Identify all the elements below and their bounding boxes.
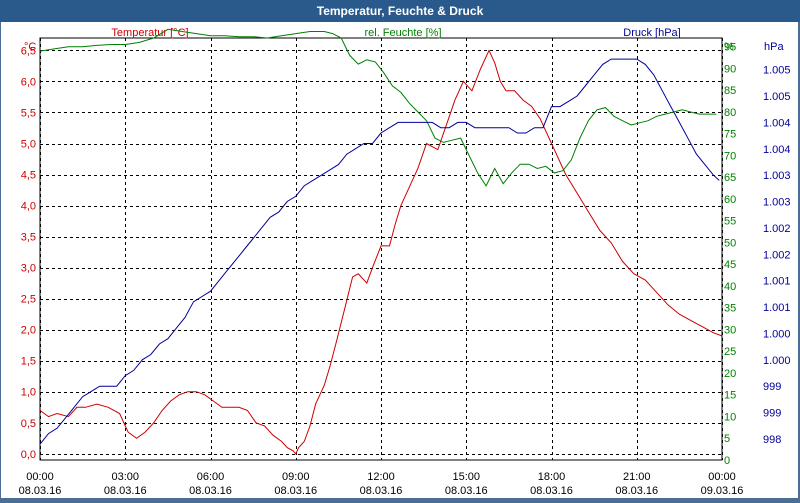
pressure-tick-label: 1.002 xyxy=(763,223,791,235)
pressure-tick-label: 1.005 xyxy=(763,91,791,103)
temperature-tick-label: 3,5 xyxy=(21,232,36,244)
pressure-tick-label: 1.001 xyxy=(763,276,791,288)
x-tick-date-label: 08.03.16 xyxy=(189,485,232,497)
humidity-tick-label: 70 xyxy=(724,150,736,162)
humidity-tick-label: 0 xyxy=(724,455,730,467)
humidity-tick-label: 95 xyxy=(724,42,736,54)
x-tick-time-label: 12:00 xyxy=(367,471,395,483)
humidity-tick-label: 40 xyxy=(724,281,736,293)
temperature-tick-label: 2,0 xyxy=(21,325,36,337)
humidity-tick-label: 5 xyxy=(724,433,730,445)
pressure-tick-label: 1.005 xyxy=(763,65,791,77)
pressure-tick-label: 1.000 xyxy=(763,355,791,367)
pressure-tick-label: 1.001 xyxy=(763,302,791,314)
temperature-unit-label: °C xyxy=(24,41,36,53)
temperature-tick-label: 6,0 xyxy=(21,76,36,88)
temperature-axis-title: Temperatur [°C] xyxy=(111,27,188,39)
pressure-tick-label: 1.003 xyxy=(763,170,791,182)
pressure-tick-label: 999 xyxy=(763,381,781,393)
humidity-tick-label: 30 xyxy=(724,324,736,336)
pressure-tick-label: 998 xyxy=(763,434,781,446)
pressure-axis-title: Druck [hPa] xyxy=(623,27,680,39)
temperature-tick-label: 2,5 xyxy=(21,294,36,306)
x-tick-date-label: 08.03.16 xyxy=(615,485,658,497)
x-tick-date-label: 08.03.16 xyxy=(19,485,62,497)
temperature-tick-label: 5,5 xyxy=(21,107,36,119)
humidity-axis-title: rel. Feuchte [%] xyxy=(364,27,441,39)
pressure-tick-label: 1.003 xyxy=(763,197,791,209)
humidity-tick-label: 80 xyxy=(724,107,736,119)
humidity-tick-label: 35 xyxy=(724,303,736,315)
humidity-tick-label: 90 xyxy=(724,63,736,75)
x-tick-date-label: 08.03.16 xyxy=(530,485,573,497)
temperature-tick-label: 4,5 xyxy=(21,170,36,182)
humidity-unit-label: % xyxy=(724,41,734,53)
pressure-line xyxy=(39,58,720,445)
x-tick-date-label: 08.03.16 xyxy=(360,485,403,497)
x-tick-time-label: 15:00 xyxy=(452,471,480,483)
x-tick-date-label: 08.03.16 xyxy=(274,485,317,497)
pressure-tick-label: 1.000 xyxy=(763,328,791,340)
x-tick-time-label: 21:00 xyxy=(623,471,651,483)
temperature-line xyxy=(39,49,723,455)
temperature-tick-label: 1,5 xyxy=(21,356,36,368)
humidity-tick-label: 45 xyxy=(724,259,736,271)
temperature-tick-label: 4,0 xyxy=(21,201,36,213)
temperature-tick-label: 0,0 xyxy=(21,449,36,461)
pressure-unit-label: hPa xyxy=(764,41,784,53)
humidity-tick-label: 65 xyxy=(724,172,736,184)
temperature-tick-label: 3,0 xyxy=(21,263,36,275)
chart-panel: 0,0 0,5 1,0 1,5 2,0 2,5 3,0 3,5 4,0 4,5 5,0 5,5 6,0 6… xyxy=(1,22,798,498)
humidity-tick-label: 60 xyxy=(724,194,736,206)
temperature-tick-label: 5,0 xyxy=(21,139,36,151)
window-title: Temperatur, Feuchte & Druck xyxy=(0,0,800,22)
x-tick-date-label: 09.03.16 xyxy=(701,485,744,497)
x-tick-time-label: 09:00 xyxy=(282,471,310,483)
chart-canvas: 0,0 0,5 1,0 1,5 2,0 2,5 3,0 3,5 4,0 4,5 5,0 5,5 6,0 6… xyxy=(19,27,791,497)
x-tick-time-label: 06:00 xyxy=(197,471,225,483)
pressure-tick-label: 1.002 xyxy=(763,249,791,261)
humidity-tick-label: 85 xyxy=(724,85,736,97)
temperature-tick-label: 1,0 xyxy=(21,387,36,399)
humidity-tick-label: 25 xyxy=(724,346,736,358)
humidity-tick-label: 50 xyxy=(724,237,736,249)
x-tick-date-label: 08.03.16 xyxy=(104,485,147,497)
humidity-tick-label: 15 xyxy=(724,390,736,402)
pressure-tick-label: 999 xyxy=(763,408,781,420)
x-tick-time-label: 18:00 xyxy=(538,471,566,483)
temperature-tick-label: 6,5 xyxy=(21,45,36,57)
x-tick-time-label: 03:00 xyxy=(111,471,139,483)
humidity-tick-label: 20 xyxy=(724,368,736,380)
pressure-tick-label: 1.004 xyxy=(763,144,791,156)
humidity-tick-label: 10 xyxy=(724,411,736,423)
temperature-tick-label: 0,5 xyxy=(21,418,36,430)
humidity-tick-label: 75 xyxy=(724,129,736,141)
pressure-tick-label: 1.004 xyxy=(763,117,791,129)
x-tick-time-label: 00:00 xyxy=(708,471,736,483)
humidity-line xyxy=(39,28,717,187)
x-tick-time-label: 00:00 xyxy=(26,471,54,483)
x-tick-date-label: 08.03.16 xyxy=(445,485,488,497)
humidity-tick-label: 55 xyxy=(724,216,736,228)
